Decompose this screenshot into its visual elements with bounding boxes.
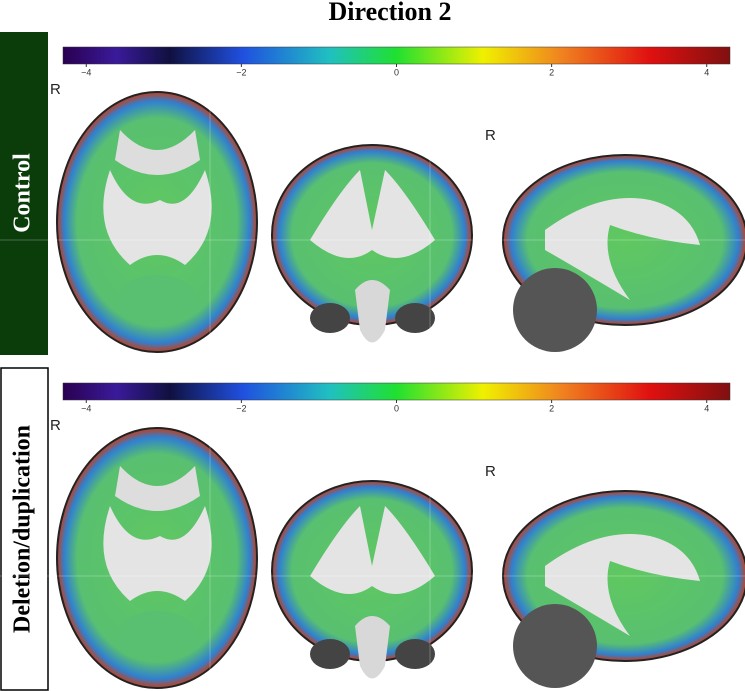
colorbar-tick-label: 4 — [704, 403, 709, 413]
orientation-label: R — [485, 463, 496, 480]
brain-slices — [0, 425, 745, 691]
colorbar-tick-label: 4 — [704, 67, 709, 77]
colorbar-tick-label: −4 — [81, 67, 91, 77]
panel-row: Control −4 −2 0 2 4 R R — [0, 32, 745, 356]
panel-row: Deletion/duplication −4 −2 0 2 4 R R — [0, 367, 745, 691]
colorbar-tick-label: −2 — [236, 67, 246, 77]
row-label: Control — [10, 153, 36, 233]
colorbar-tick-label: 2 — [549, 403, 554, 413]
row-label: Deletion/duplication — [10, 425, 36, 633]
colorbar-tick-label: −2 — [236, 403, 246, 413]
colorbar-tick-label: 0 — [394, 403, 399, 413]
colorbar-tick-label: 2 — [549, 67, 554, 77]
orientation-label: R — [50, 417, 61, 434]
rows: Control −4 −2 0 2 4 R R Deletion/duplication −4 −2… — [0, 32, 745, 691]
colorbar — [62, 46, 731, 65]
brain-slices — [0, 89, 745, 356]
orientation-label: R — [485, 127, 496, 144]
colorbar-tick-label: −4 — [81, 403, 91, 413]
orientation-label: R — [50, 81, 61, 98]
row-label-box — [0, 367, 49, 691]
colorbar — [62, 382, 731, 401]
colorbar-tick-label: 0 — [394, 67, 399, 77]
row-label-box — [0, 32, 48, 355]
figure-title: Direction 2 — [329, 0, 452, 26]
